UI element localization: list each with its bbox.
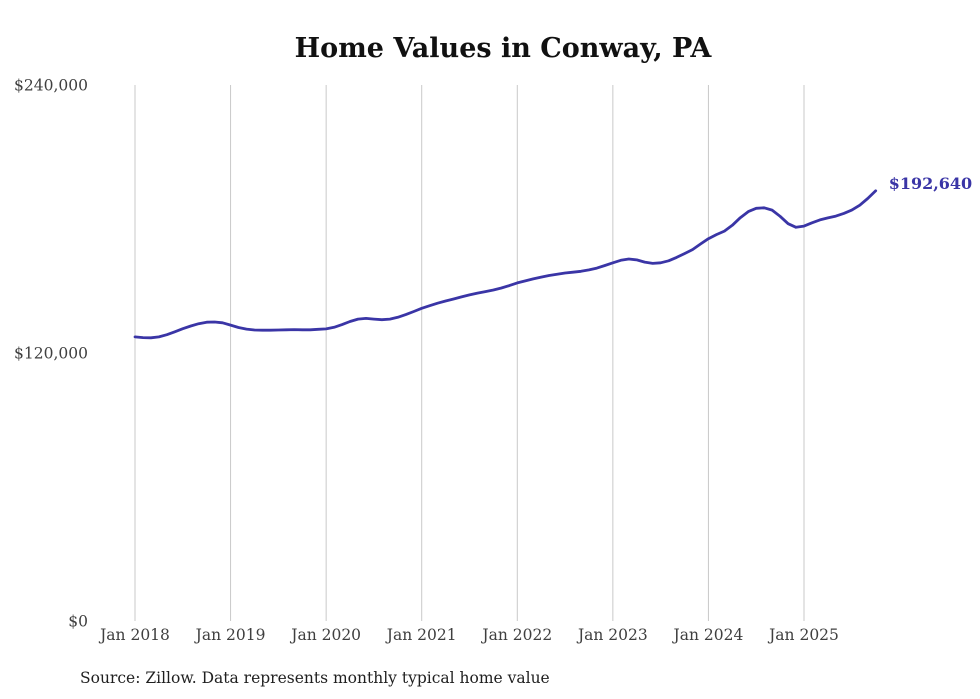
y-tick-label: $120,000 (14, 345, 88, 363)
gridlines (134, 85, 805, 621)
y-tick-label: $240,000 (14, 77, 88, 95)
source-note: Source: Zillow. Data represents monthly … (80, 669, 550, 687)
x-tick-label: Jan 2019 (194, 626, 266, 644)
home-value-line (133, 189, 878, 340)
x-tick-label: Jan 2023 (576, 626, 648, 644)
y-tick-label: $0 (68, 613, 88, 631)
chart-title: Home Values in Conway, PA (295, 33, 713, 64)
end-value-label: $192,640 (889, 174, 973, 193)
x-tick-label: Jan 2020 (289, 626, 361, 644)
x-tick-label: Jan 2021 (385, 626, 457, 644)
x-tick-label: Jan 2022 (480, 626, 552, 644)
y-axis-labels: $0 $120,000 $240,000 (14, 77, 88, 631)
x-tick-label: Jan 2018 (98, 626, 170, 644)
x-tick-label: Jan 2025 (767, 626, 839, 644)
x-axis-labels: Jan 2018 Jan 2019 Jan 2020 Jan 2021 Jan 2022… (98, 626, 839, 644)
x-tick-label: Jan 2024 (672, 626, 744, 644)
